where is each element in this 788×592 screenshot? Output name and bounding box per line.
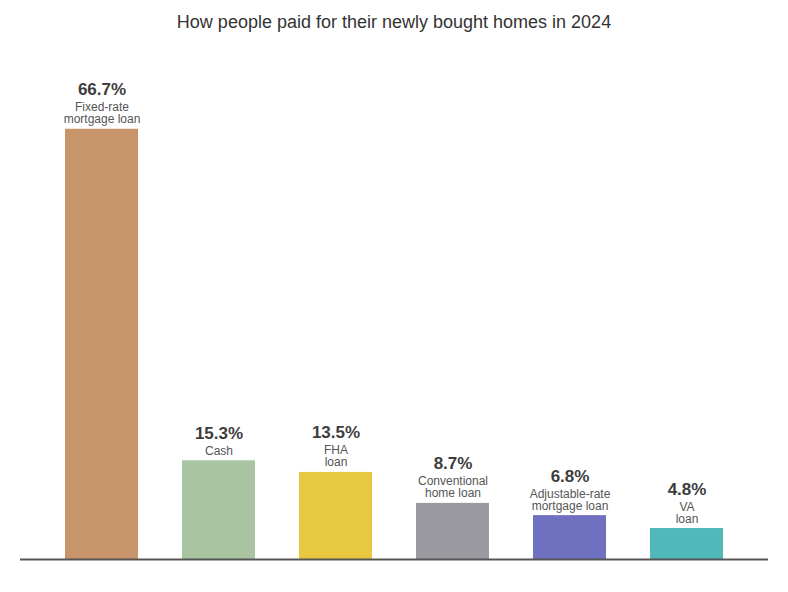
svg-text:VAloan: VAloan xyxy=(676,500,699,526)
svg-text:Adjustable-ratemortgage loan: Adjustable-ratemortgage loan xyxy=(530,487,611,513)
svg-text:Conventionalhome loan: Conventionalhome loan xyxy=(418,474,488,500)
svg-text:8.7%: 8.7% xyxy=(434,454,473,473)
svg-text:66.7%: 66.7% xyxy=(78,80,126,99)
svg-text:Fixed-ratemortgage loan: Fixed-ratemortgage loan xyxy=(64,100,141,126)
svg-text:13.5%: 13.5% xyxy=(312,423,360,442)
svg-text:Cash: Cash xyxy=(205,444,233,458)
svg-text:15.3%: 15.3% xyxy=(195,424,243,443)
svg-text:4.8%: 4.8% xyxy=(668,480,707,499)
svg-text:6.8%: 6.8% xyxy=(551,467,590,486)
html-text:How people paid for their newl: How people paid for their newly bought h… xyxy=(176,12,612,32)
svg-text:FHAloan: FHAloan xyxy=(324,443,348,469)
